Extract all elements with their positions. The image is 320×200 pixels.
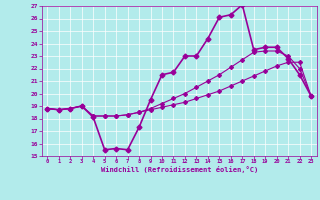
X-axis label: Windchill (Refroidissement éolien,°C): Windchill (Refroidissement éolien,°C) (100, 166, 258, 173)
